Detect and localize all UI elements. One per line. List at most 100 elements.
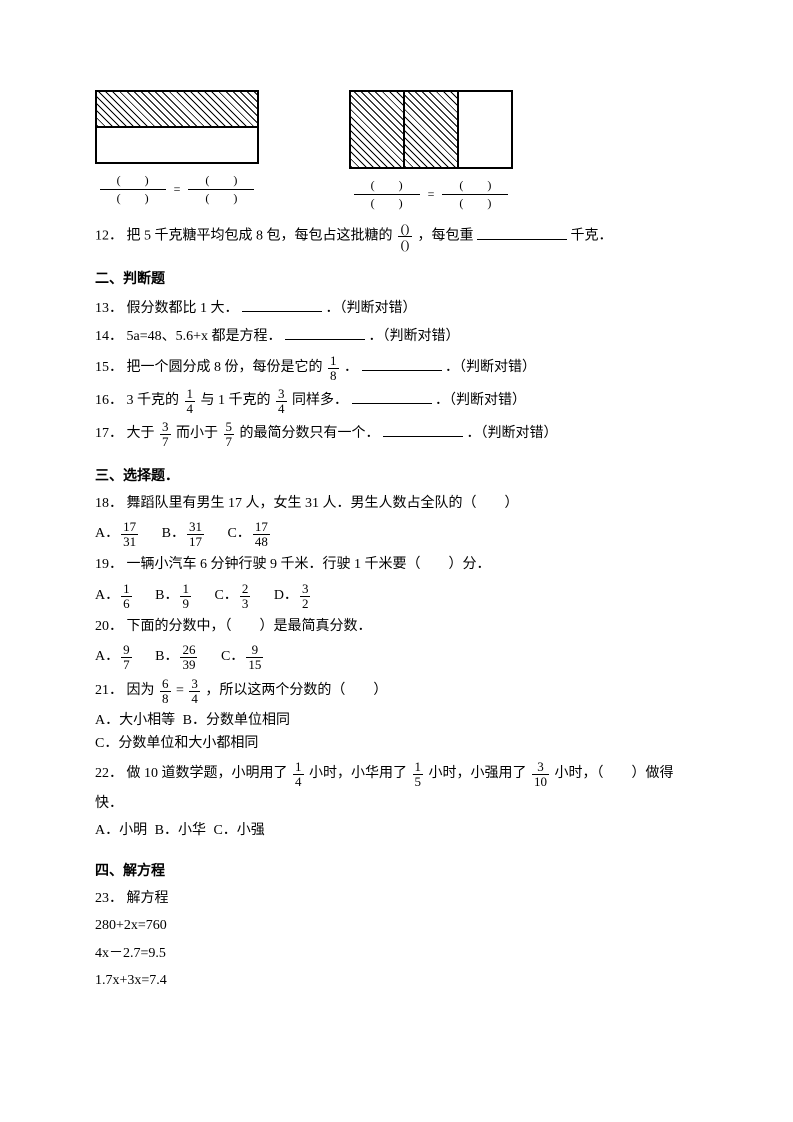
n: 3: [300, 582, 311, 595]
d: 4: [189, 691, 200, 705]
fn: 1: [328, 354, 339, 367]
q15-tail: ．（判断对错）: [445, 360, 536, 375]
fraction-blank-eq-1: ( )( ) = ( )( ): [100, 174, 255, 205]
q13-text: 假分数都比 1 大．: [127, 301, 239, 316]
blank: [352, 389, 432, 404]
empty-bottom: [97, 128, 257, 162]
blank: [362, 356, 442, 371]
d: 8: [160, 691, 171, 705]
d: 4: [293, 774, 304, 788]
n: 1: [121, 582, 132, 595]
q21: 21． 因为 68 = 34 ，所以这两个分数的（ ）: [95, 677, 698, 705]
q15-b: ．: [344, 360, 358, 375]
fd: 4: [276, 401, 287, 415]
n: 1: [180, 582, 191, 595]
d: 9: [180, 596, 191, 610]
d: 2: [300, 596, 311, 610]
q22-b: 小时，小华用了: [309, 766, 407, 781]
fraction-blank-eq-2: ( )( ) = ( )( ): [354, 179, 509, 210]
q20-choices: A．97 B．2639 C．915: [95, 643, 698, 671]
n: 1: [413, 760, 424, 773]
q22-d: 小时，（ ）做得: [555, 766, 674, 781]
q13-num: 13．: [95, 301, 123, 316]
q22-tail: 快．: [95, 793, 698, 815]
q19-num: 19．: [95, 557, 123, 572]
q13-tail: ．（判断对错）: [326, 301, 417, 316]
d: 39: [180, 657, 197, 671]
q22-a: 做 10 道数学题，小明用了: [127, 766, 288, 781]
lblC: C．: [221, 646, 244, 668]
q18: 18． 舞蹈队里有男生 17 人，女生 31 人．男生人数占全队的（ ）: [95, 493, 698, 515]
optA: A．小明: [95, 823, 147, 838]
q14-tail: ．（判断对错）: [369, 329, 460, 344]
fn: 5: [224, 420, 235, 433]
col1: [351, 92, 405, 167]
eq: =: [176, 683, 184, 698]
d: 17: [187, 534, 204, 548]
blank: [242, 297, 322, 312]
d: 15: [246, 657, 263, 671]
col3: [459, 92, 511, 167]
fn: 3: [276, 387, 287, 400]
d: 48: [253, 534, 270, 548]
q20: 20． 下面的分数中，（ ）是最简真分数．: [95, 616, 698, 638]
q14-text: 5a=48、5.6+x 都是方程．: [127, 329, 282, 344]
d: 31: [121, 534, 138, 548]
optB: B．分数单位相同: [183, 713, 290, 728]
q16-a: 3 千克的: [127, 393, 180, 408]
q22-choices: A．小明 B．小华 C．小强: [95, 820, 698, 842]
d: 5: [413, 774, 424, 788]
n: 2: [240, 582, 251, 595]
lblB: B．: [162, 523, 185, 545]
q16-c: 同样多．: [292, 393, 348, 408]
n: 31: [187, 520, 204, 533]
n: 1: [293, 760, 304, 773]
q17-num: 17．: [95, 426, 123, 441]
q22: 22． 做 10 道数学题，小明用了 14 小时，小华用了 15 小时，小强用了…: [95, 760, 698, 788]
blank: [285, 325, 365, 340]
lblB: B．: [155, 585, 178, 607]
q15: 15． 把一个圆分成 8 份，每份是它的 18 ． ．（判断对错）: [95, 354, 698, 382]
n: 3: [535, 760, 546, 773]
q21-num: 21．: [95, 683, 123, 698]
rect-thirds: [349, 90, 513, 169]
q17-b: 而小于: [176, 426, 218, 441]
lblD: D．: [274, 585, 298, 607]
fd: 7: [160, 434, 171, 448]
q21-a: 因为: [127, 683, 155, 698]
section4-title: 四、解方程: [95, 861, 698, 883]
q16-num: 16．: [95, 393, 123, 408]
col2: [405, 92, 459, 167]
q19-text: 一辆小汽车 6 分钟行驶 9 千米．行驶 1 千米要（ ）分．: [127, 557, 491, 572]
q19-choices: A．16 B．19 C．23 D．32: [95, 582, 698, 610]
n: 9: [250, 643, 261, 656]
q13: 13． 假分数都比 1 大． ．（判断对错）: [95, 297, 698, 320]
n: 17: [121, 520, 138, 533]
lblC: C．: [214, 585, 237, 607]
q18-text: 舞蹈队里有男生 17 人，女生 31 人．男生人数占全队的（ ）: [127, 496, 519, 511]
rect-half: [95, 90, 259, 164]
eq2: 4x－2.7=9.5: [95, 943, 698, 965]
q16: 16． 3 千克的 14 与 1 千克的 34 同样多． ．（判断对错）: [95, 387, 698, 415]
q23: 23． 解方程: [95, 888, 698, 910]
d: 3: [240, 596, 251, 610]
eq1: 280+2x=760: [95, 915, 698, 937]
q17: 17． 大于 37 而小于 57 的最简分数只有一个． ．（判断对错）: [95, 420, 698, 448]
q18-num: 18．: [95, 496, 123, 511]
q16-tail: ．（判断对错）: [435, 393, 526, 408]
lblA: A．: [95, 585, 119, 607]
n: 17: [253, 520, 270, 533]
diagram-1: ( )( ) = ( )( ): [95, 90, 259, 210]
fn: 1: [185, 387, 196, 400]
q14-num: 14．: [95, 329, 123, 344]
blank: [477, 225, 567, 240]
d: 10: [532, 774, 549, 788]
q15-num: 15．: [95, 360, 123, 375]
fd: 8: [328, 368, 339, 382]
q17-c: 的最简分数只有一个．: [240, 426, 380, 441]
n: 3: [189, 677, 200, 690]
n: 6: [160, 677, 171, 690]
q23-text: 解方程: [127, 891, 169, 906]
q14: 14． 5a=48、5.6+x 都是方程． ．（判断对错）: [95, 325, 698, 348]
q15-a: 把一个圆分成 8 份，每份是它的: [127, 360, 323, 375]
